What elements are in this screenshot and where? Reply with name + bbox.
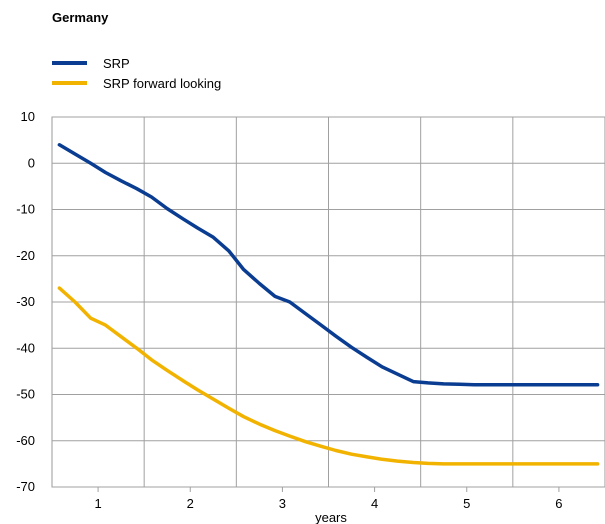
- y-tick-label: -10: [16, 202, 35, 217]
- y-tick-label: -40: [16, 340, 35, 355]
- y-tick-label: -30: [16, 294, 35, 309]
- y-tick-label: 0: [28, 155, 35, 170]
- x-tick-label: 6: [555, 496, 562, 511]
- x-tick-label: 1: [94, 496, 101, 511]
- series-line-srp-forward-looking: [57, 286, 600, 466]
- legend-label-srp: SRP: [103, 56, 130, 71]
- x-tick-label: 3: [279, 496, 286, 511]
- y-tick-label: -20: [16, 248, 35, 263]
- series-line-srp: [57, 143, 600, 387]
- x-axis-label: years: [315, 510, 347, 524]
- gridlines: [52, 116, 605, 488]
- y-axis: 10 0 -10 -20 -30 -40 -50 -60 -70: [16, 109, 35, 494]
- y-tick-label: -50: [16, 387, 35, 402]
- legend-label-srp-forward-looking: SRP forward looking: [103, 76, 221, 91]
- series-lines: [57, 143, 600, 466]
- y-tick-label: -60: [16, 433, 35, 448]
- x-tick-label: 2: [187, 496, 194, 511]
- x-tick-label: 5: [463, 496, 470, 511]
- x-tick-label: 4: [371, 496, 378, 511]
- legend: SRP SRP forward looking: [52, 56, 221, 91]
- chart-title: Germany: [52, 10, 109, 25]
- y-tick-label: -70: [16, 479, 35, 494]
- y-tick-label: 10: [21, 109, 35, 124]
- x-axis: 1 2 3 4 5 6: [94, 487, 563, 511]
